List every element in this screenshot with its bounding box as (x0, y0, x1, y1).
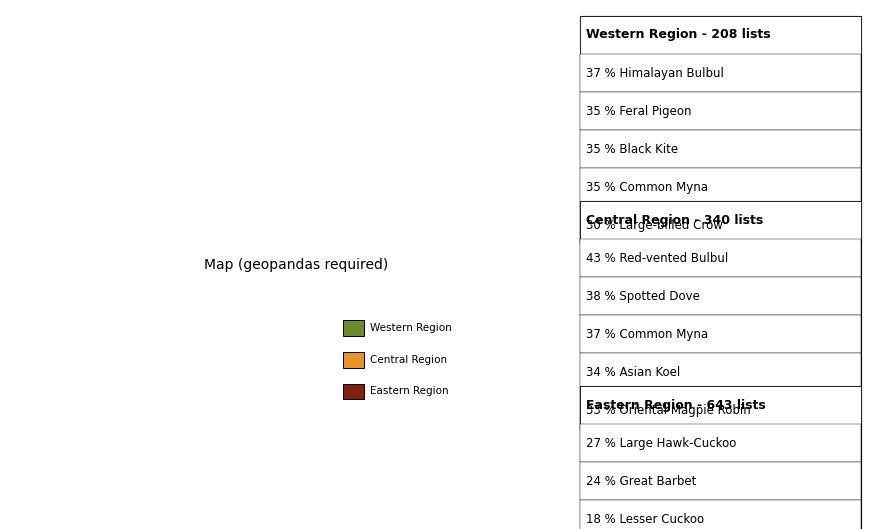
Text: Central Region - 340 lists: Central Region - 340 lists (586, 214, 762, 226)
Text: Western Region: Western Region (369, 323, 451, 333)
Text: 43 % Red-vented Bulbul: 43 % Red-vented Bulbul (586, 252, 727, 264)
Text: 24 % Great Barbet: 24 % Great Barbet (586, 475, 695, 488)
Text: 33 % Oriental Magpie Robin: 33 % Oriental Magpie Robin (586, 404, 750, 417)
Bar (342, 352, 363, 368)
FancyBboxPatch shape (580, 16, 860, 54)
Text: 34 % Asian Koel: 34 % Asian Koel (586, 366, 680, 379)
FancyBboxPatch shape (580, 54, 860, 92)
Text: 35 % Black Kite: 35 % Black Kite (586, 143, 677, 156)
Text: Eastern Region - 643 lists: Eastern Region - 643 lists (586, 399, 765, 412)
Text: 35 % Common Myna: 35 % Common Myna (586, 181, 707, 194)
Text: 37 % Common Myna: 37 % Common Myna (586, 328, 707, 341)
Text: 18 % Lesser Cuckoo: 18 % Lesser Cuckoo (586, 513, 703, 526)
FancyBboxPatch shape (580, 386, 860, 424)
FancyBboxPatch shape (580, 168, 860, 206)
Bar (342, 384, 363, 399)
FancyBboxPatch shape (580, 206, 860, 244)
Text: Eastern Region: Eastern Region (369, 387, 448, 396)
FancyBboxPatch shape (580, 424, 860, 462)
FancyBboxPatch shape (580, 130, 860, 168)
FancyBboxPatch shape (580, 500, 860, 529)
Text: 37 % Himalayan Bulbul: 37 % Himalayan Bulbul (586, 67, 723, 79)
Text: Central Region: Central Region (369, 355, 447, 364)
Text: 38 % Spotted Dove: 38 % Spotted Dove (586, 290, 699, 303)
Text: Map (geopandas required): Map (geopandas required) (203, 258, 388, 271)
FancyBboxPatch shape (580, 277, 860, 315)
Text: Western Region - 208 lists: Western Region - 208 lists (586, 29, 770, 41)
Bar (342, 320, 363, 336)
Text: 27 % Large Hawk-Cuckoo: 27 % Large Hawk-Cuckoo (586, 437, 735, 450)
FancyBboxPatch shape (580, 353, 860, 391)
Text: 35 % Feral Pigeon: 35 % Feral Pigeon (586, 105, 691, 117)
FancyBboxPatch shape (580, 462, 860, 500)
FancyBboxPatch shape (580, 239, 860, 277)
Text: 30 % Large-billed Crow: 30 % Large-billed Crow (586, 219, 722, 232)
FancyBboxPatch shape (580, 201, 860, 239)
FancyBboxPatch shape (580, 201, 860, 430)
FancyBboxPatch shape (580, 315, 860, 353)
FancyBboxPatch shape (580, 386, 860, 529)
FancyBboxPatch shape (580, 16, 860, 244)
FancyBboxPatch shape (580, 92, 860, 130)
FancyBboxPatch shape (580, 391, 860, 430)
